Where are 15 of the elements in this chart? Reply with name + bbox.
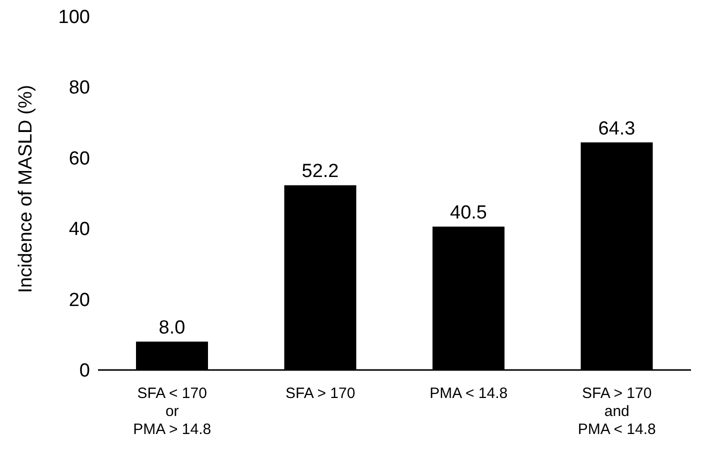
data-label: 64.3 [598, 118, 636, 140]
x-tick-label: SFA > 170 and PMA < 14.8 [578, 385, 656, 438]
data-label: 40.5 [450, 202, 487, 224]
y-tick-label: 40 [68, 219, 90, 240]
data-label: 52.2 [302, 161, 339, 182]
y-tick-label: 20 [68, 290, 90, 311]
x-tick-label: PMA < 14.8 [430, 385, 508, 402]
data-label: 8.0 [158, 318, 186, 339]
y-tick-label: 80 [68, 78, 90, 99]
y-tick-label: 100 [58, 6, 90, 28]
y-axis-title: Incidence of MASLD (%) [16, 84, 37, 293]
x-tick-label: SFA < 170 or PMA > 14.8 [133, 385, 212, 438]
y-tick-label: 0 [79, 360, 90, 382]
x-tick-label: SFA > 170 [286, 385, 356, 402]
y-tick-label: 60 [68, 148, 90, 170]
